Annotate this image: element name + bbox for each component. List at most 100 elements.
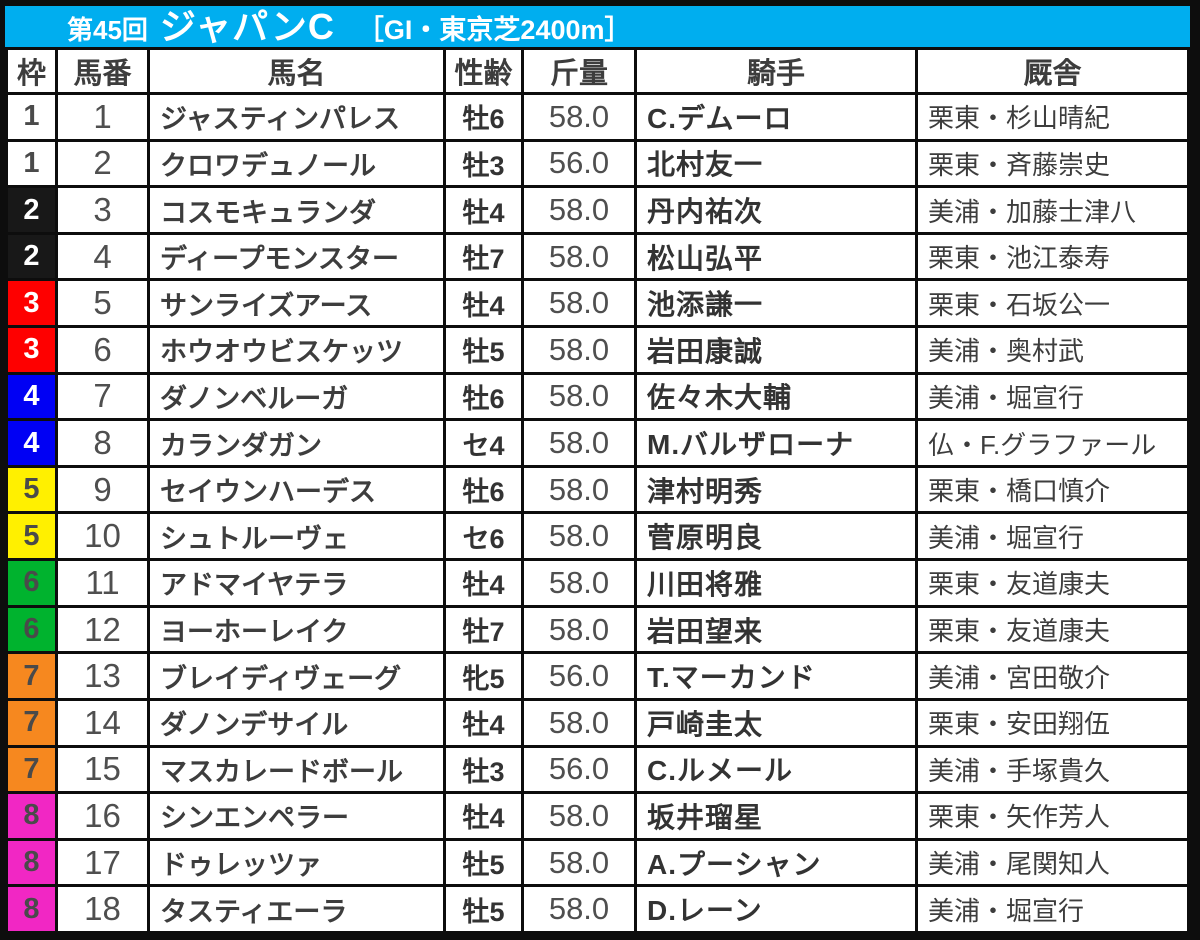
sex-age-cell: 牡6 <box>443 92 524 142</box>
horse-name-cell: ダノンベルーガ <box>147 371 446 422</box>
horse-name-cell: セイウンハーデス <box>147 464 446 515</box>
horse-number-cell: 16 <box>55 791 150 841</box>
weight-cell: 58.0 <box>521 371 637 422</box>
weight-cell: 56.0 <box>521 138 637 189</box>
column-header-stable: 厩舎 <box>915 47 1190 95</box>
horse-name-cell: ドゥレッツァ <box>147 837 446 888</box>
weight-cell: 58.0 <box>521 278 637 329</box>
race-conditions: ［GI・東京芝2400m］ <box>356 15 632 45</box>
table-row: 7 14 ダノンデサイル 牡4 58.0 戸崎圭太 栗東・安田翔伍 <box>5 697 1190 748</box>
horse-number-cell: 15 <box>55 744 150 795</box>
frame-cell: 4 <box>5 371 58 422</box>
stable-cell: 栗東・杉山晴紀 <box>915 92 1190 142</box>
table-row: 8 17 ドゥレッツァ 牡5 58.0 A.プーシャン 美浦・尾関知人 <box>5 837 1190 888</box>
frame-cell: 7 <box>5 744 58 795</box>
horse-name-cell: タスティエーラ <box>147 884 446 934</box>
frame-cell: 5 <box>5 464 58 515</box>
jockey-cell: 丹内祐次 <box>634 185 918 235</box>
frame-cell: 1 <box>5 92 58 142</box>
stable-cell: 美浦・奥村武 <box>915 325 1190 375</box>
weight-cell: 56.0 <box>521 651 637 701</box>
sex-age-cell: 牡4 <box>443 791 524 841</box>
table-row: 6 12 ヨーホーレイク 牡7 58.0 岩田望来 栗東・友道康夫 <box>5 604 1190 655</box>
frame-cell: 1 <box>5 138 58 189</box>
horse-number-cell: 4 <box>55 231 150 282</box>
horse-number-cell: 7 <box>55 371 150 422</box>
jockey-cell: C.デムーロ <box>634 92 918 142</box>
sex-age-cell: 牡4 <box>443 558 524 608</box>
horse-name-cell: ディープモンスター <box>147 231 446 282</box>
jockey-cell: 坂井瑠星 <box>634 791 918 841</box>
weight-cell: 58.0 <box>521 231 637 282</box>
jockey-cell: C.ルメール <box>634 744 918 795</box>
jockey-cell: 佐々木大輔 <box>634 371 918 422</box>
stable-cell: 美浦・堀宣行 <box>915 371 1190 422</box>
table-row: 8 18 タスティエーラ 牡5 58.0 D.レーン 美浦・堀宣行 <box>5 884 1190 934</box>
table-row: 2 3 コスモキュランダ 牡4 58.0 丹内祐次 美浦・加藤士津八 <box>5 185 1190 235</box>
stable-cell: 栗東・安田翔伍 <box>915 697 1190 748</box>
horse-number-cell: 8 <box>55 418 150 468</box>
sex-age-cell: 牡4 <box>443 185 524 235</box>
sex-age-cell: セ6 <box>443 511 524 562</box>
stable-cell: 栗東・斉藤崇史 <box>915 138 1190 189</box>
horse-number-cell: 12 <box>55 604 150 655</box>
horse-number-cell: 17 <box>55 837 150 888</box>
jockey-cell: T.マーカンド <box>634 651 918 701</box>
column-header-weight: 斤量 <box>521 47 637 95</box>
table-row: 3 5 サンライズアース 牡4 58.0 池添謙一 栗東・石坂公一 <box>5 278 1190 329</box>
frame-cell: 6 <box>5 558 58 608</box>
stable-cell: 美浦・堀宣行 <box>915 511 1190 562</box>
horse-number-cell: 5 <box>55 278 150 329</box>
column-header-horse-name: 馬名 <box>147 47 446 95</box>
weight-cell: 58.0 <box>521 558 637 608</box>
jockey-cell: A.プーシャン <box>634 837 918 888</box>
weight-cell: 58.0 <box>521 464 637 515</box>
jockey-cell: M.バルザローナ <box>634 418 918 468</box>
weight-cell: 58.0 <box>521 884 637 934</box>
table-row: 3 6 ホウオウビスケッツ 牡5 58.0 岩田康誠 美浦・奥村武 <box>5 325 1190 375</box>
weight-cell: 58.0 <box>521 92 637 142</box>
horse-number-cell: 3 <box>55 185 150 235</box>
horse-number-cell: 1 <box>55 92 150 142</box>
frame-cell: 3 <box>5 278 58 329</box>
horse-number-cell: 9 <box>55 464 150 515</box>
sex-age-cell: セ4 <box>443 418 524 468</box>
table-row: 5 10 シュトルーヴェ セ6 58.0 菅原明良 美浦・堀宣行 <box>5 511 1190 562</box>
frame-cell: 6 <box>5 604 58 655</box>
table-row: 2 4 ディープモンスター 牡7 58.0 松山弘平 栗東・池江泰寿 <box>5 231 1190 282</box>
table-header: 枠 馬番 馬名 性齢 斤量 騎手 厩舎 <box>5 47 1190 95</box>
weight-cell: 58.0 <box>521 511 637 562</box>
stable-cell: 栗東・友道康夫 <box>915 558 1190 608</box>
table-row: 4 7 ダノンベルーガ 牡6 58.0 佐々木大輔 美浦・堀宣行 <box>5 371 1190 422</box>
sex-age-cell: 牡5 <box>443 325 524 375</box>
table-row: 7 15 マスカレードボール 牡3 56.0 C.ルメール 美浦・手塚貴久 <box>5 744 1190 795</box>
sex-age-cell: 牡7 <box>443 604 524 655</box>
jockey-cell: 池添謙一 <box>634 278 918 329</box>
weight-cell: 58.0 <box>521 604 637 655</box>
jockey-cell: 松山弘平 <box>634 231 918 282</box>
jockey-cell: 津村明秀 <box>634 464 918 515</box>
sex-age-cell: 牡3 <box>443 138 524 189</box>
frame-cell: 8 <box>5 791 58 841</box>
weight-cell: 58.0 <box>521 418 637 468</box>
horse-number-cell: 13 <box>55 651 150 701</box>
table-row: 6 11 アドマイヤテラ 牡4 58.0 川田将雅 栗東・友道康夫 <box>5 558 1190 608</box>
column-header-sex-age: 性齢 <box>443 47 524 95</box>
horse-name-cell: シュトルーヴェ <box>147 511 446 562</box>
frame-cell: 7 <box>5 697 58 748</box>
sex-age-cell: 牡5 <box>443 837 524 888</box>
horse-name-cell: カランダガン <box>147 418 446 468</box>
table-row: 4 8 カランダガン セ4 58.0 M.バルザローナ 仏・F.グラファール <box>5 418 1190 468</box>
horse-name-cell: シンエンペラー <box>147 791 446 841</box>
horse-name-cell: サンライズアース <box>147 278 446 329</box>
jockey-cell: D.レーン <box>634 884 918 934</box>
sex-age-cell: 牡4 <box>443 278 524 329</box>
stable-cell: 美浦・尾関知人 <box>915 837 1190 888</box>
stable-cell: 栗東・友道康夫 <box>915 604 1190 655</box>
sex-age-cell: 牡5 <box>443 884 524 934</box>
column-header-frame: 枠 <box>5 47 58 95</box>
horse-name-cell: マスカレードボール <box>147 744 446 795</box>
horse-number-cell: 18 <box>55 884 150 934</box>
frame-cell: 7 <box>5 651 58 701</box>
